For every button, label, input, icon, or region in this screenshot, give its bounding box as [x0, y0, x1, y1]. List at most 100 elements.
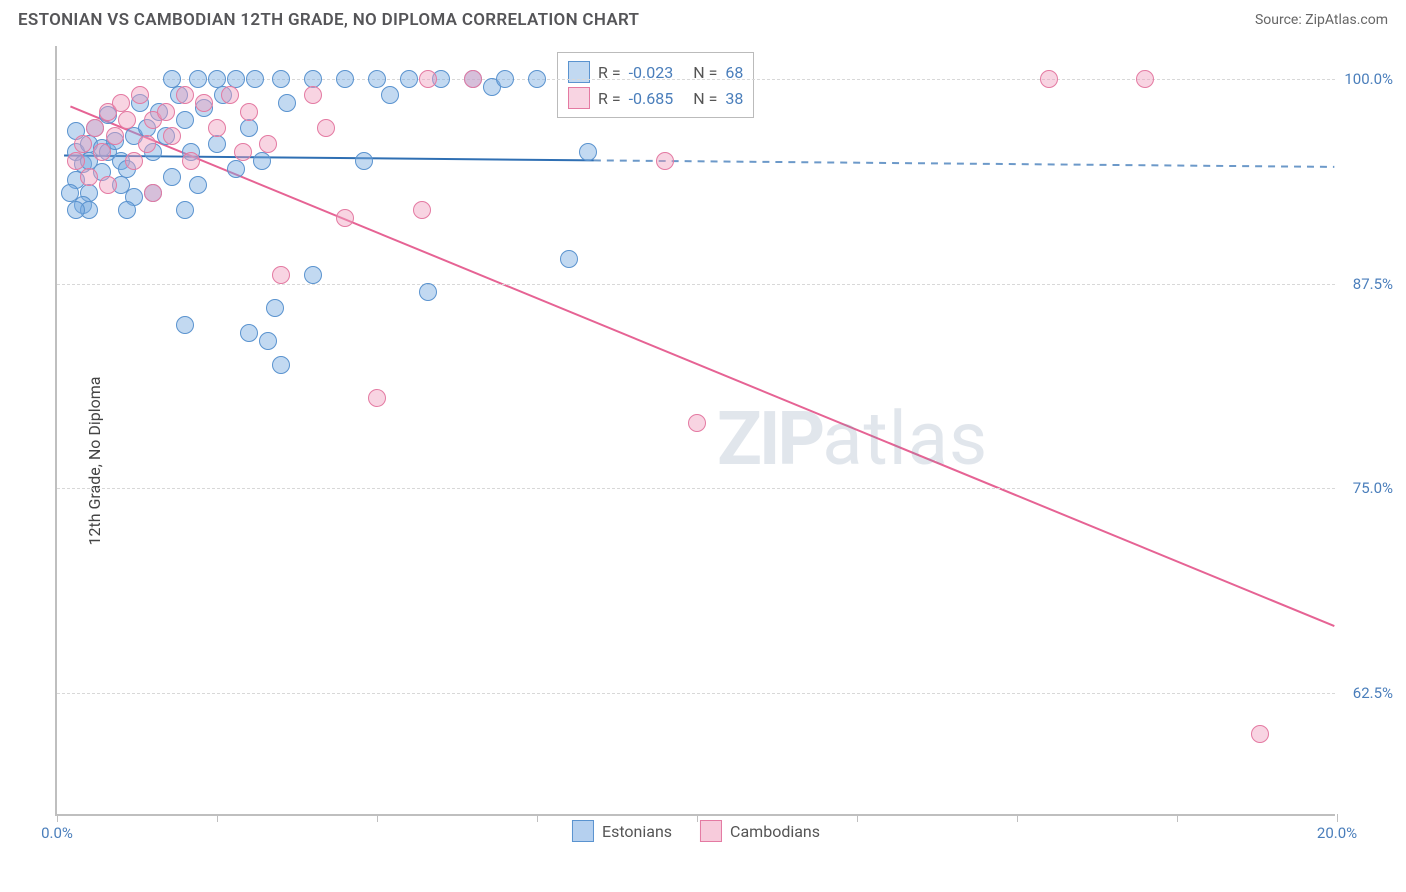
x-tick — [537, 814, 538, 822]
legend-item: Cambodians — [700, 820, 820, 842]
legend-label: Cambodians — [730, 822, 820, 841]
x-tick — [697, 814, 698, 822]
scatter-point — [528, 70, 546, 88]
scatter-point — [144, 184, 162, 202]
scatter-point — [118, 201, 136, 219]
trend-line — [64, 155, 594, 160]
scatter-point — [227, 160, 245, 178]
scatter-point — [163, 168, 181, 186]
scatter-point — [368, 389, 386, 407]
scatter-point — [208, 135, 226, 153]
scatter-point — [99, 176, 117, 194]
scatter-point — [336, 209, 354, 227]
scatter-point — [176, 201, 194, 219]
chart-source: Source: ZipAtlas.com — [1255, 12, 1388, 28]
scatter-point — [118, 111, 136, 129]
scatter-point — [496, 70, 514, 88]
scatter-point — [195, 94, 213, 112]
x-tick — [1017, 814, 1018, 822]
scatter-point — [304, 70, 322, 88]
chart-container: 12th Grade, No Diploma ZIPatlas R = -0.0… — [0, 36, 1406, 886]
scatter-point — [93, 143, 111, 161]
scatter-point — [176, 111, 194, 129]
scatter-point — [189, 176, 207, 194]
scatter-point — [560, 250, 578, 268]
scatter-point — [355, 152, 373, 170]
scatter-point — [74, 135, 92, 153]
y-tick-label: 75.0% — [1353, 479, 1393, 497]
y-tick-label: 87.5% — [1353, 275, 1393, 293]
scatter-point — [419, 70, 437, 88]
chart-title: ESTONIAN VS CAMBODIAN 12TH GRADE, NO DIP… — [18, 10, 639, 30]
scatter-point — [259, 135, 277, 153]
x-tick — [857, 814, 858, 822]
x-tick — [1337, 814, 1338, 822]
y-tick-label: 62.5% — [1353, 684, 1393, 702]
scatter-point — [234, 143, 252, 161]
stat-n-value: 38 — [725, 89, 743, 108]
x-tick — [57, 814, 58, 822]
scatter-point — [67, 201, 85, 219]
x-tick — [1177, 814, 1178, 822]
scatter-point — [272, 70, 290, 88]
scatter-point — [1040, 70, 1058, 88]
scatter-point — [368, 70, 386, 88]
gridline — [57, 488, 1335, 489]
scatter-point — [336, 70, 354, 88]
scatter-point — [80, 168, 98, 186]
scatter-point — [656, 152, 674, 170]
scatter-point — [157, 103, 175, 121]
scatter-point — [240, 119, 258, 137]
scatter-point — [400, 70, 418, 88]
scatter-point — [67, 152, 85, 170]
bottom-legend: Estonians Cambodians — [572, 820, 820, 842]
scatter-point — [1251, 725, 1269, 743]
scatter-point — [1136, 70, 1154, 88]
scatter-point — [208, 119, 226, 137]
scatter-point — [579, 143, 597, 161]
scatter-point — [208, 70, 226, 88]
stat-n-label: N = — [693, 89, 717, 108]
x-tick-label: 0.0% — [41, 824, 73, 842]
scatter-point — [163, 70, 181, 88]
scatter-point — [112, 94, 130, 112]
trend-line-extrapolated — [594, 160, 1334, 167]
scatter-point — [688, 414, 706, 432]
x-tick — [217, 814, 218, 822]
scatter-point — [246, 70, 264, 88]
scatter-point — [317, 119, 335, 137]
scatter-point — [304, 266, 322, 284]
legend-label: Estonians — [602, 822, 672, 841]
legend-swatch — [572, 820, 594, 842]
scatter-point — [176, 316, 194, 334]
scatter-point — [86, 119, 104, 137]
scatter-point — [240, 324, 258, 342]
x-tick-label: 20.0% — [1317, 824, 1357, 842]
scatter-point — [131, 86, 149, 104]
scatter-point — [413, 201, 431, 219]
scatter-point — [304, 86, 322, 104]
scatter-point — [176, 86, 194, 104]
scatter-point — [125, 152, 143, 170]
y-tick-label: 100.0% — [1344, 70, 1393, 88]
stat-r-label: R = — [598, 89, 621, 108]
scatter-point — [259, 332, 277, 350]
x-tick — [377, 814, 378, 822]
stats-legend-box: R = -0.023N = 68R = -0.685N = 38 — [557, 52, 754, 118]
scatter-point — [61, 184, 79, 202]
scatter-point — [419, 283, 437, 301]
scatter-point — [182, 152, 200, 170]
scatter-point — [272, 266, 290, 284]
series-swatch — [568, 87, 590, 109]
scatter-point — [221, 86, 239, 104]
stats-row: R = -0.685N = 38 — [568, 85, 743, 111]
scatter-point — [163, 127, 181, 145]
scatter-point — [253, 152, 271, 170]
scatter-point — [278, 94, 296, 112]
stats-row: R = -0.023N = 68 — [568, 59, 743, 85]
plot-area: ZIPatlas R = -0.023N = 68R = -0.685N = 3… — [55, 46, 1335, 816]
scatter-point — [227, 70, 245, 88]
scatter-point — [272, 356, 290, 374]
scatter-point — [240, 103, 258, 121]
scatter-point — [106, 127, 124, 145]
